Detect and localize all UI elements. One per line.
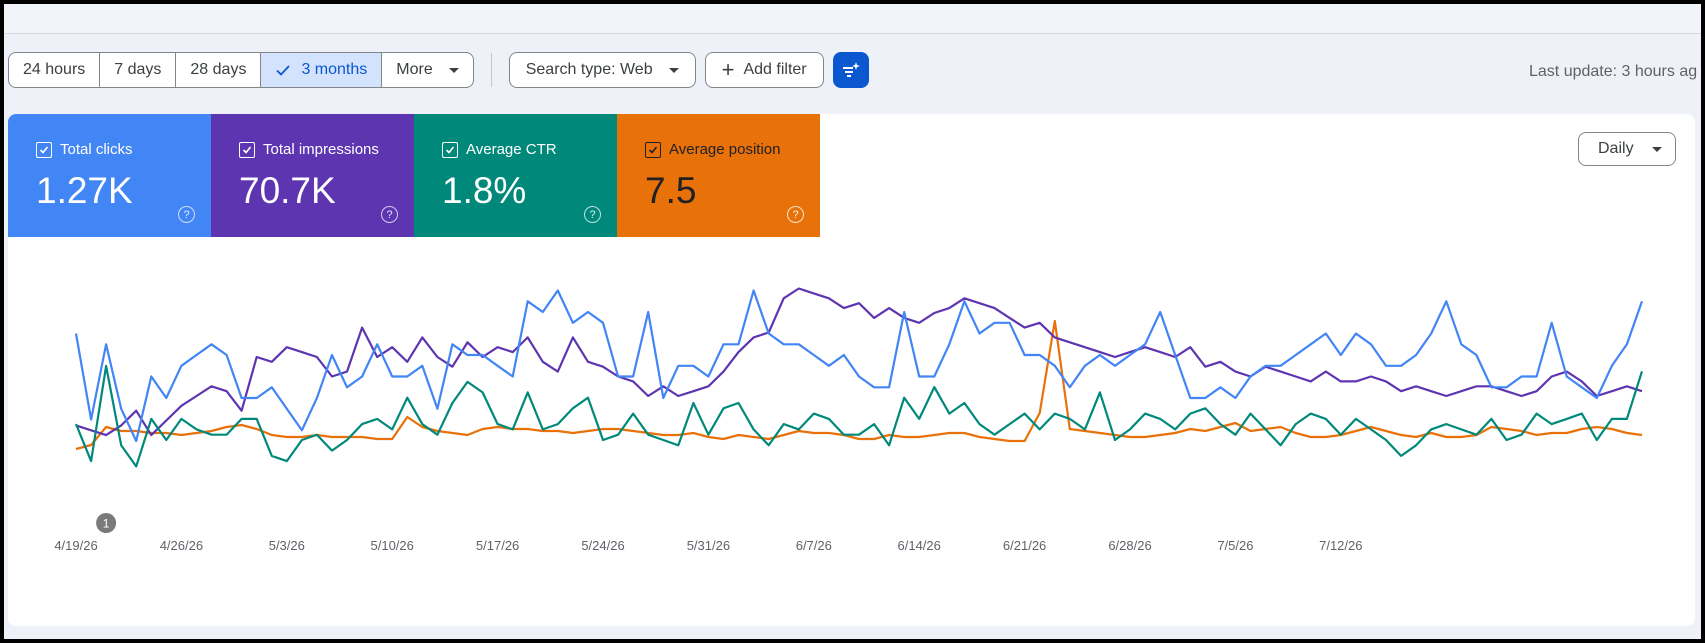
add-filter-label: Add filter [743,61,807,78]
divider [490,53,492,87]
range-28-days[interactable]: 28 days [176,53,262,87]
range-label: 3 months [301,61,368,78]
metric-label: Total impressions [263,141,379,158]
x-tick-label: 5/17/26 [476,538,519,553]
range-more-dropdown[interactable]: More [382,53,472,87]
metric-value: 7.5 [645,170,697,211]
date-toolbar: 24 hours 7 days 28 days 3 months More Se… [8,52,869,88]
x-tick-label: 6/7/26 [796,538,832,553]
metric-value: 1.8% [442,170,527,211]
metric-header: Total clicks [36,141,133,158]
search-type-label: Search type: Web [525,61,653,78]
metric-label: Average position [669,141,781,158]
metric-total-impressions[interactable]: Total impressions 70.7K ? [211,114,414,237]
range-24-hours[interactable]: 24 hours [9,53,101,87]
checkbox-checked-icon[interactable] [239,141,255,158]
top-bar [4,4,1701,34]
x-tick-label: 6/28/26 [1108,538,1151,553]
series-line-total-clicks[interactable] [74,289,1644,443]
filter-sparkle-icon [842,62,860,77]
range-label: More [396,61,433,78]
help-icon[interactable]: ? [381,206,398,223]
series-line-average-ctr[interactable] [74,364,1644,468]
range-label: 28 days [190,61,247,78]
help-icon[interactable]: ? [787,206,804,223]
series-line-total-impressions[interactable] [75,287,1643,437]
annotation-marker-label: 1 [103,517,110,531]
x-tick-label: 5/24/26 [581,538,624,553]
x-tick-label: 5/31/26 [687,538,730,553]
range-3-months[interactable]: 3 months [261,53,383,87]
plus-icon: + [721,57,735,82]
metric-header: Total impressions [239,141,379,158]
compare-filter-button[interactable] [832,52,869,88]
x-tick-label: 7/12/26 [1319,538,1362,553]
search-type-dropdown[interactable]: Search type: Web [508,52,696,88]
metric-header: Average position [645,141,780,158]
metric-value: 70.7K [239,170,336,211]
series-line-average-position[interactable] [75,319,1643,451]
metric-header: Average CTR [442,141,557,158]
granularity-label: Daily [1598,140,1634,157]
x-tick-label: 4/19/26 [54,538,97,553]
check-icon [276,65,291,76]
checkbox-checked-icon[interactable] [645,141,661,158]
metric-average-ctr[interactable]: Average CTR 1.8% ? [414,114,617,237]
metric-value: 1.27K [36,170,133,211]
performance-chart: 4/19/26 4/26/26 5/3/26 5/10/26 5/17/26 5/24/2… [54,287,1644,553]
annotation-marker[interactable] [96,513,117,533]
checkbox-checked-icon[interactable] [36,141,52,158]
x-tick-label: 5/3/26 [269,538,305,553]
metric-label: Average CTR [466,141,557,158]
x-tick-label: 4/26/26 [160,538,203,553]
performance-card: 4/19/26 4/26/26 5/3/26 5/10/26 5/17/26 5/24/2… [8,114,1695,626]
x-tick-label: 7/5/26 [1217,538,1253,553]
range-label: 24 hours [23,61,86,78]
chevron-down-icon [668,67,679,73]
granularity-dropdown[interactable]: Daily [1578,132,1676,166]
x-tick-label: 6/14/26 [898,538,941,553]
metric-label: Total clicks [60,141,133,158]
add-filter-button[interactable]: + Add filter [704,52,824,88]
help-icon[interactable]: ? [178,206,195,223]
chevron-down-icon [1651,146,1662,152]
x-tick-label: 6/21/26 [1003,538,1046,553]
metric-total-clicks[interactable]: Total clicks 1.27K ? [8,114,211,237]
range-7-days[interactable]: 7 days [100,53,177,87]
range-label: 7 days [114,61,162,78]
chevron-down-icon [448,67,459,73]
date-range-group: 24 hours 7 days 28 days 3 months More [8,52,474,88]
x-tick-label: 5/10/26 [371,538,414,553]
last-update-text: Last update: 3 hours ag [1529,63,1698,80]
metric-average-position[interactable]: Average position 7.5 ? [617,114,820,237]
checkbox-checked-icon[interactable] [442,141,458,158]
help-icon[interactable]: ? [584,206,601,223]
